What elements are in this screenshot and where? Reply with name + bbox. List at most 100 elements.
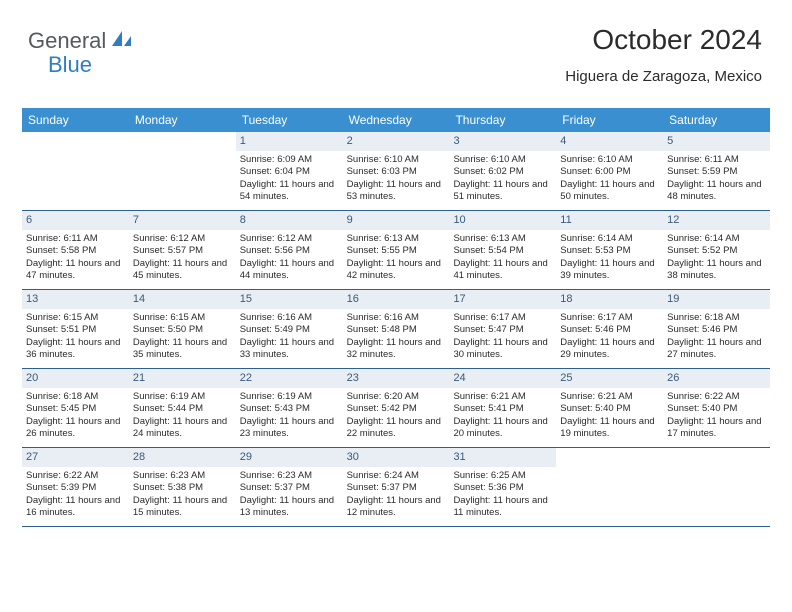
calendar-cell: 11Sunrise: 6:14 AMSunset: 5:53 PMDayligh… <box>556 211 663 289</box>
calendar-row: 1Sunrise: 6:09 AMSunset: 6:04 PMDaylight… <box>22 132 770 211</box>
sunset-text: Sunset: 5:59 PM <box>667 166 766 179</box>
calendar-cell: 7Sunrise: 6:12 AMSunset: 5:57 PMDaylight… <box>129 211 236 289</box>
sunrise-text: Sunrise: 6:18 AM <box>667 312 766 325</box>
daylight-text: Daylight: 11 hours and 12 minutes. <box>347 495 446 520</box>
calendar-header-cell: Saturday <box>663 108 770 132</box>
calendar-cell: 22Sunrise: 6:19 AMSunset: 5:43 PMDayligh… <box>236 369 343 447</box>
daylight-text: Daylight: 11 hours and 33 minutes. <box>240 337 339 362</box>
day-number: 12 <box>663 211 770 230</box>
sunrise-text: Sunrise: 6:13 AM <box>347 233 446 246</box>
sunrise-text: Sunrise: 6:19 AM <box>240 391 339 404</box>
sunset-text: Sunset: 5:53 PM <box>560 245 659 258</box>
calendar-cell: 25Sunrise: 6:21 AMSunset: 5:40 PMDayligh… <box>556 369 663 447</box>
calendar-cell <box>22 132 129 210</box>
calendar-cell: 10Sunrise: 6:13 AMSunset: 5:54 PMDayligh… <box>449 211 556 289</box>
calendar-header-row: SundayMondayTuesdayWednesdayThursdayFrid… <box>22 108 770 132</box>
daylight-text: Daylight: 11 hours and 53 minutes. <box>347 179 446 204</box>
calendar-header-cell: Tuesday <box>236 108 343 132</box>
day-number: 22 <box>236 369 343 388</box>
location: Higuera de Zaragoza, Mexico <box>565 68 762 85</box>
calendar-cell: 26Sunrise: 6:22 AMSunset: 5:40 PMDayligh… <box>663 369 770 447</box>
sunrise-text: Sunrise: 6:17 AM <box>560 312 659 325</box>
day-number: 15 <box>236 290 343 309</box>
sunrise-text: Sunrise: 6:21 AM <box>453 391 552 404</box>
sunrise-text: Sunrise: 6:12 AM <box>240 233 339 246</box>
calendar-row: 6Sunrise: 6:11 AMSunset: 5:58 PMDaylight… <box>22 211 770 290</box>
calendar-cell: 8Sunrise: 6:12 AMSunset: 5:56 PMDaylight… <box>236 211 343 289</box>
sunset-text: Sunset: 5:41 PM <box>453 403 552 416</box>
sunset-text: Sunset: 5:39 PM <box>26 482 125 495</box>
calendar-cell: 5Sunrise: 6:11 AMSunset: 5:59 PMDaylight… <box>663 132 770 210</box>
calendar-cell: 23Sunrise: 6:20 AMSunset: 5:42 PMDayligh… <box>343 369 450 447</box>
daylight-text: Daylight: 11 hours and 54 minutes. <box>240 179 339 204</box>
calendar-cell: 19Sunrise: 6:18 AMSunset: 5:46 PMDayligh… <box>663 290 770 368</box>
day-number: 31 <box>449 448 556 467</box>
calendar-row: 13Sunrise: 6:15 AMSunset: 5:51 PMDayligh… <box>22 290 770 369</box>
daylight-text: Daylight: 11 hours and 38 minutes. <box>667 258 766 283</box>
sunset-text: Sunset: 6:00 PM <box>560 166 659 179</box>
daylight-text: Daylight: 11 hours and 45 minutes. <box>133 258 232 283</box>
daylight-text: Daylight: 11 hours and 48 minutes. <box>667 179 766 204</box>
daylight-text: Daylight: 11 hours and 50 minutes. <box>560 179 659 204</box>
calendar-cell: 4Sunrise: 6:10 AMSunset: 6:00 PMDaylight… <box>556 132 663 210</box>
sunrise-text: Sunrise: 6:13 AM <box>453 233 552 246</box>
day-number: 5 <box>663 132 770 151</box>
sunset-text: Sunset: 5:40 PM <box>667 403 766 416</box>
sunset-text: Sunset: 5:51 PM <box>26 324 125 337</box>
sunrise-text: Sunrise: 6:17 AM <box>453 312 552 325</box>
daylight-text: Daylight: 11 hours and 13 minutes. <box>240 495 339 520</box>
daylight-text: Daylight: 11 hours and 24 minutes. <box>133 416 232 441</box>
daylight-text: Daylight: 11 hours and 20 minutes. <box>453 416 552 441</box>
daylight-text: Daylight: 11 hours and 26 minutes. <box>26 416 125 441</box>
sunset-text: Sunset: 5:37 PM <box>240 482 339 495</box>
sunrise-text: Sunrise: 6:23 AM <box>240 470 339 483</box>
calendar-cell: 12Sunrise: 6:14 AMSunset: 5:52 PMDayligh… <box>663 211 770 289</box>
calendar-cell: 21Sunrise: 6:19 AMSunset: 5:44 PMDayligh… <box>129 369 236 447</box>
sunrise-text: Sunrise: 6:10 AM <box>453 154 552 167</box>
calendar-cell: 6Sunrise: 6:11 AMSunset: 5:58 PMDaylight… <box>22 211 129 289</box>
calendar-cell: 17Sunrise: 6:17 AMSunset: 5:47 PMDayligh… <box>449 290 556 368</box>
logo-sail-icon <box>111 30 133 53</box>
calendar-header-cell: Monday <box>129 108 236 132</box>
calendar-cell: 29Sunrise: 6:23 AMSunset: 5:37 PMDayligh… <box>236 448 343 526</box>
day-number: 16 <box>343 290 450 309</box>
day-number: 7 <box>129 211 236 230</box>
daylight-text: Daylight: 11 hours and 39 minutes. <box>560 258 659 283</box>
sunrise-text: Sunrise: 6:16 AM <box>240 312 339 325</box>
sunset-text: Sunset: 6:04 PM <box>240 166 339 179</box>
calendar-cell: 18Sunrise: 6:17 AMSunset: 5:46 PMDayligh… <box>556 290 663 368</box>
calendar-header-cell: Thursday <box>449 108 556 132</box>
calendar-cell: 14Sunrise: 6:15 AMSunset: 5:50 PMDayligh… <box>129 290 236 368</box>
sunset-text: Sunset: 5:54 PM <box>453 245 552 258</box>
day-number: 27 <box>22 448 129 467</box>
day-number: 9 <box>343 211 450 230</box>
sunset-text: Sunset: 5:56 PM <box>240 245 339 258</box>
sunset-text: Sunset: 5:55 PM <box>347 245 446 258</box>
calendar-header-cell: Friday <box>556 108 663 132</box>
sunset-text: Sunset: 6:03 PM <box>347 166 446 179</box>
daylight-text: Daylight: 11 hours and 47 minutes. <box>26 258 125 283</box>
calendar-body: 1Sunrise: 6:09 AMSunset: 6:04 PMDaylight… <box>22 132 770 527</box>
daylight-text: Daylight: 11 hours and 15 minutes. <box>133 495 232 520</box>
sunset-text: Sunset: 5:58 PM <box>26 245 125 258</box>
daylight-text: Daylight: 11 hours and 29 minutes. <box>560 337 659 362</box>
calendar-cell: 2Sunrise: 6:10 AMSunset: 6:03 PMDaylight… <box>343 132 450 210</box>
day-number: 28 <box>129 448 236 467</box>
sunrise-text: Sunrise: 6:22 AM <box>26 470 125 483</box>
day-number: 26 <box>663 369 770 388</box>
sunrise-text: Sunrise: 6:16 AM <box>347 312 446 325</box>
sunrise-text: Sunrise: 6:11 AM <box>26 233 125 246</box>
calendar-cell: 24Sunrise: 6:21 AMSunset: 5:41 PMDayligh… <box>449 369 556 447</box>
calendar-cell <box>556 448 663 526</box>
month-title: October 2024 <box>565 24 762 56</box>
sunrise-text: Sunrise: 6:20 AM <box>347 391 446 404</box>
sunset-text: Sunset: 5:42 PM <box>347 403 446 416</box>
day-number: 14 <box>129 290 236 309</box>
calendar-cell: 9Sunrise: 6:13 AMSunset: 5:55 PMDaylight… <box>343 211 450 289</box>
daylight-text: Daylight: 11 hours and 41 minutes. <box>453 258 552 283</box>
sunset-text: Sunset: 5:40 PM <box>560 403 659 416</box>
sunrise-text: Sunrise: 6:22 AM <box>667 391 766 404</box>
sunset-text: Sunset: 5:45 PM <box>26 403 125 416</box>
sunrise-text: Sunrise: 6:10 AM <box>347 154 446 167</box>
sunrise-text: Sunrise: 6:15 AM <box>133 312 232 325</box>
